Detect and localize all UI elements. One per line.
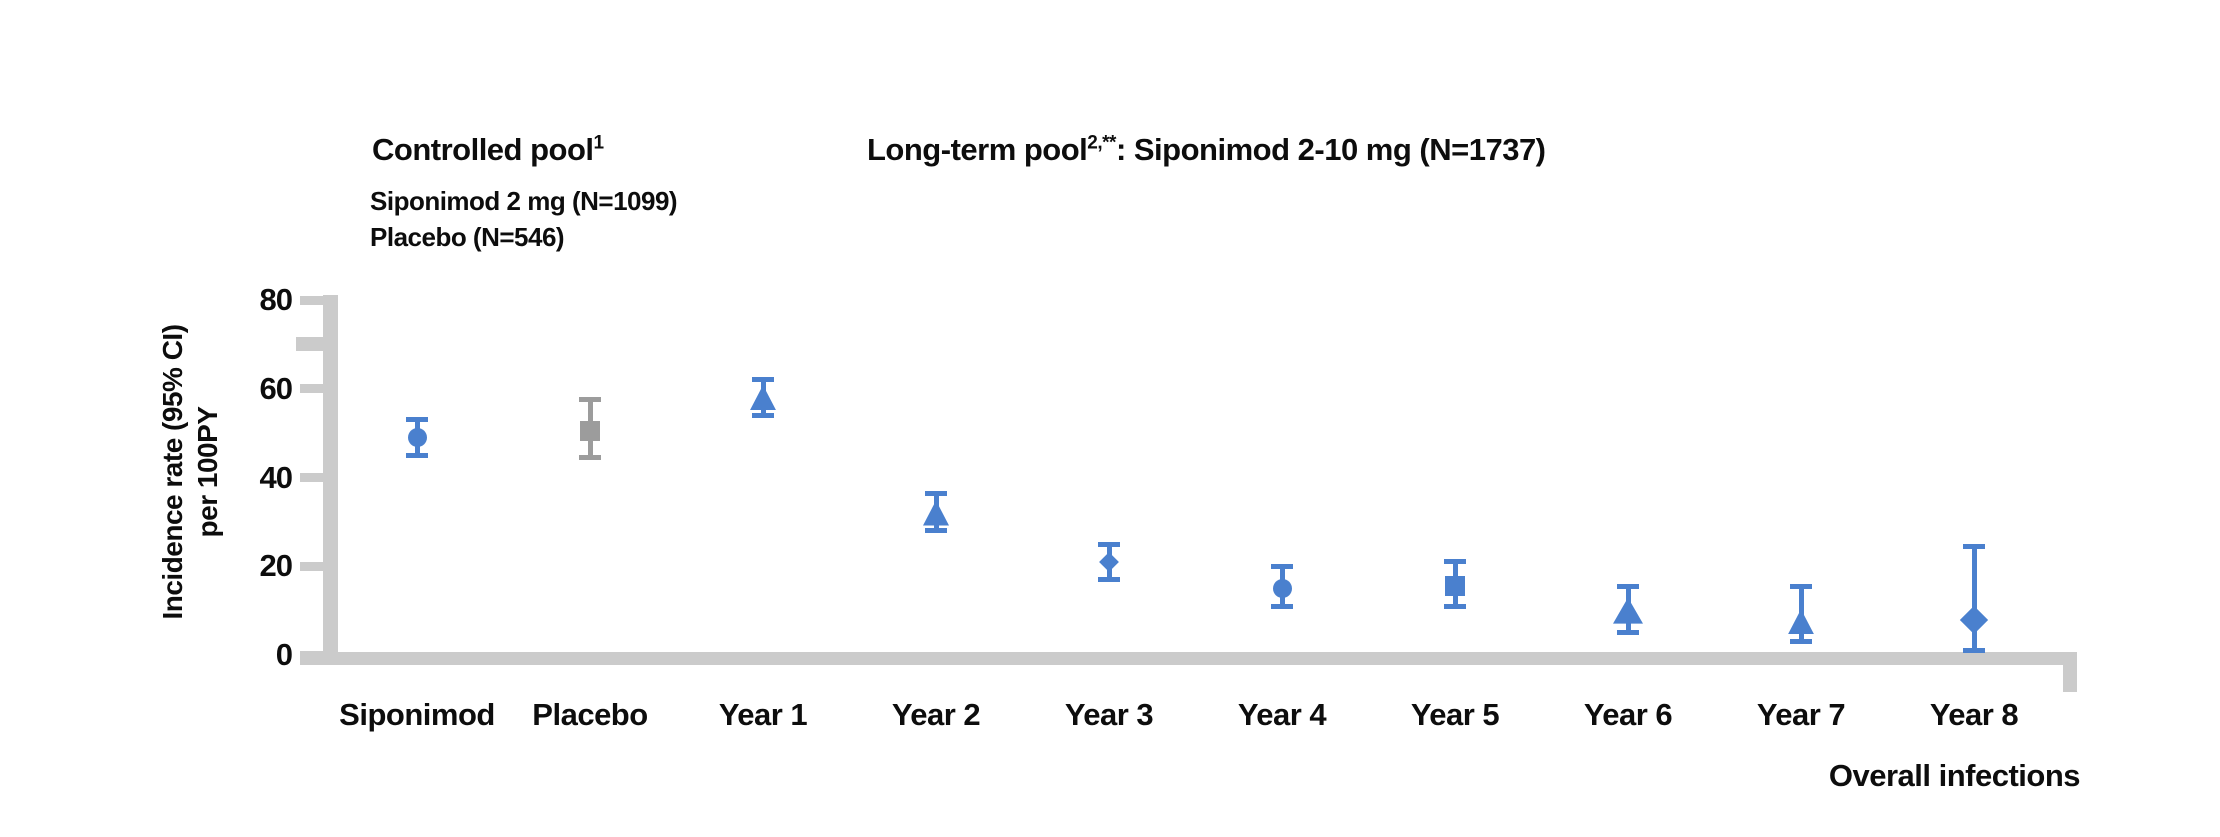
x-axis-title: Overall infections xyxy=(1828,758,2081,793)
ci-lower-cap-year-3 xyxy=(1098,577,1120,583)
y-tick-60 xyxy=(300,384,323,394)
y-tick-label-80: 80 xyxy=(259,282,293,317)
ci-upper-cap-year-6 xyxy=(1617,583,1639,589)
marker-triangle-year-2 xyxy=(923,500,949,526)
y-tick-0 xyxy=(300,650,323,660)
controlled-pool-placebo-n: Placebo (N=546) xyxy=(370,222,565,252)
ci-lower-cap-year-4 xyxy=(1271,603,1293,609)
long-term-pool-footnote-marker: 2,** xyxy=(1087,132,1116,154)
ci-upper-cap-year-4 xyxy=(1271,563,1293,569)
marker-diamond-small-year-3 xyxy=(1099,551,1119,572)
x-category-label-placebo: Placebo xyxy=(532,697,648,732)
ci-lower-cap-placebo xyxy=(579,455,601,461)
ci-upper-cap-year-3 xyxy=(1098,541,1120,547)
ci-lower-cap-year-7 xyxy=(1790,639,1812,645)
ci-line-year-8 xyxy=(1971,546,1977,651)
marker-square-year-5 xyxy=(1445,576,1465,597)
long-term-pool-title: Long-term pool2,**: Siponimod 2-10 mg (N… xyxy=(867,132,1546,168)
x-category-label-year-7: Year 7 xyxy=(1756,697,1846,732)
x-category-label-year-8: Year 8 xyxy=(1929,697,2019,732)
ci-upper-cap-year-1 xyxy=(752,377,774,383)
long-term-pool-title-rest: : Siponimod 2-10 mg (N=1737) xyxy=(1115,132,1546,167)
ci-lower-cap-year-1 xyxy=(752,412,774,418)
y-axis-line xyxy=(323,295,338,665)
controlled-pool-footnote-marker: 1 xyxy=(593,132,605,154)
ci-lower-cap-year-5 xyxy=(1444,603,1466,609)
x-category-label-year-2: Year 2 xyxy=(891,697,981,732)
marker-circle-year-4 xyxy=(1272,578,1292,598)
x-category-label-siponimod: Siponimod xyxy=(339,697,495,732)
marker-triangle-year-1 xyxy=(750,385,776,411)
x-category-label-year-3: Year 3 xyxy=(1064,697,1154,732)
y-tick-minor-70 xyxy=(296,337,323,352)
x-category-label-year-6: Year 6 xyxy=(1583,697,1673,732)
ci-lower-cap-siponimod xyxy=(406,452,428,458)
ci-upper-cap-placebo xyxy=(579,397,601,403)
y-tick-label-60: 60 xyxy=(259,370,293,406)
y-tick-80 xyxy=(300,295,323,305)
y-tick-label-0: 0 xyxy=(275,637,293,672)
y-tick-20 xyxy=(300,561,323,571)
x-axis-end-cap xyxy=(2063,652,2077,692)
controlled-pool-title-text: Controlled pool xyxy=(372,132,594,167)
ci-lower-cap-year-8 xyxy=(1963,648,1985,654)
y-tick-label-20: 20 xyxy=(259,548,293,584)
ci-upper-cap-year-5 xyxy=(1444,559,1466,565)
ci-upper-cap-year-7 xyxy=(1790,583,1812,589)
x-category-label-year-1: Year 1 xyxy=(718,697,808,732)
ci-lower-cap-year-2 xyxy=(925,528,947,534)
y-tick-label-40: 40 xyxy=(259,459,293,495)
ci-upper-cap-siponimod xyxy=(406,417,428,423)
controlled-pool-siponimod-n: Siponimod 2 mg (N=1099) xyxy=(370,186,678,216)
x-axis-line xyxy=(300,652,2077,665)
long-term-pool-title-text: Long-term pool xyxy=(867,132,1088,167)
controlled-pool-title: Controlled pool1 xyxy=(372,132,604,168)
marker-square-placebo xyxy=(580,420,600,441)
y-tick-40 xyxy=(300,473,323,482)
x-category-label-year-5: Year 5 xyxy=(1410,697,1500,732)
marker-circle-siponimod xyxy=(407,428,427,448)
marker-diamond-year-8 xyxy=(1959,605,1989,634)
ci-lower-cap-year-6 xyxy=(1617,630,1639,636)
ci-upper-cap-year-2 xyxy=(925,490,947,496)
marker-triangle-year-7 xyxy=(1788,609,1814,635)
x-category-label-year-4: Year 4 xyxy=(1237,697,1327,732)
ci-upper-cap-year-8 xyxy=(1963,543,1985,549)
marker-triangle-large-year-6 xyxy=(1613,597,1643,624)
